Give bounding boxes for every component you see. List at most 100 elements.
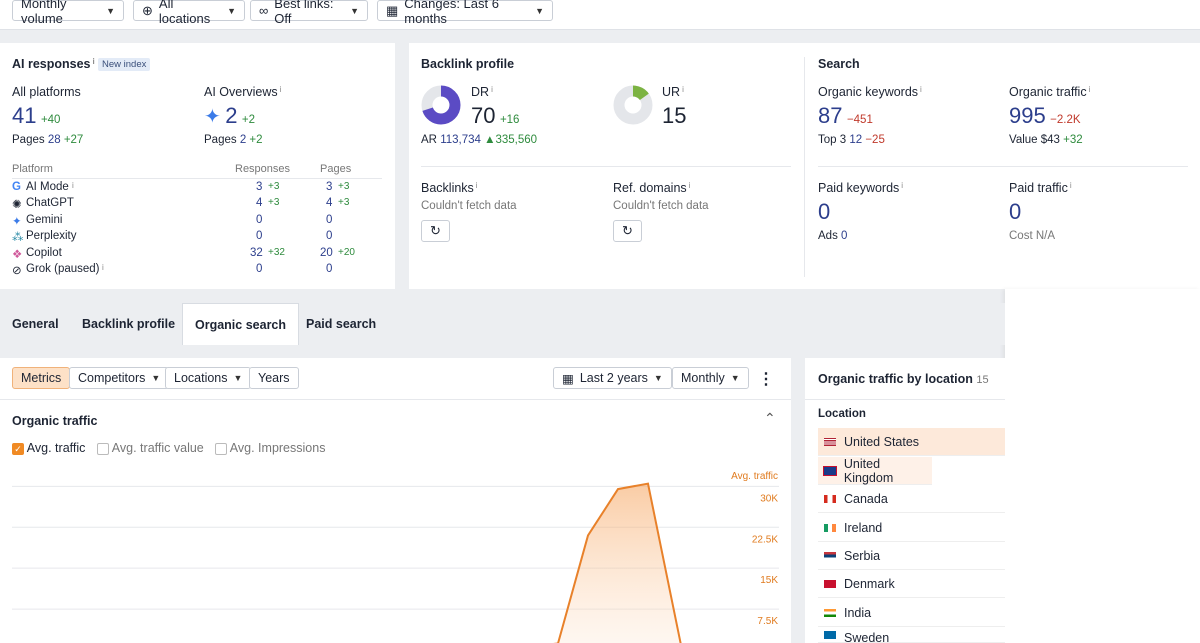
ads-metric: Ads 0 (818, 230, 848, 242)
dr-donut-fill (421, 85, 461, 125)
paid-traffic-value[interactable]: 0 (1009, 199, 1022, 224)
info-icon: i (901, 181, 904, 190)
platform-table-header: Platform Responses Pages (12, 163, 352, 175)
locations-filter-dropdown[interactable]: Locations ▼ (165, 367, 252, 389)
section-tabs: General Backlink profile Organic search … (0, 303, 1005, 345)
more-options-icon[interactable]: ⋮ (758, 371, 774, 388)
traffic-area (558, 483, 681, 643)
avg-traffic-checkbox[interactable]: ✓ Avg. traffic (12, 441, 85, 455)
chevron-down-icon: ▼ (233, 373, 243, 383)
ref-domains-refresh-button[interactable]: ↻ (613, 220, 642, 242)
info-icon: i (92, 57, 95, 66)
tab-paid-search[interactable]: Paid search (306, 317, 377, 331)
info-icon: i (72, 181, 74, 190)
ai-responses-title: AI responses i (12, 57, 95, 71)
collapse-icon[interactable]: ⌃ (764, 410, 776, 426)
tab-organic-search[interactable]: Organic search (182, 303, 300, 345)
refresh-icon: ↻ (430, 223, 441, 238)
backlinks-refresh-button[interactable]: ↻ (421, 220, 450, 242)
platform-row-grok: ⊘ Grok (paused) i 0 0 (12, 263, 333, 277)
locations-dropdown[interactable]: ⊕ All locations ▼ (133, 0, 245, 26)
location-panel-title: Organic traffic by location 15 (818, 372, 989, 386)
ur-value[interactable]: 15 (662, 103, 687, 128)
ai-responses-card: AI responses i New index All platforms 41… (0, 43, 395, 289)
cost-metric: Cost N/A (1009, 230, 1056, 242)
organic-traffic-label: Organic traffic i (1009, 85, 1091, 99)
info-icon: i (682, 85, 684, 94)
chevron-down-icon: ▼ (106, 5, 115, 16)
info-icon: i (1088, 85, 1091, 94)
all-platforms-pages: Pages 28 +27 (12, 134, 84, 146)
gemini-icon: ✦ (12, 216, 22, 228)
all-platforms-metric[interactable]: 41 +40 (12, 103, 61, 128)
ireland-flag-icon (824, 523, 836, 532)
organic-chart-panel: Metrics Competitors ▼ Locations ▼ Years ▦ L… (0, 358, 791, 643)
ref-domains-label: Ref. domains i (613, 181, 691, 195)
checkmark-icon: ✓ (12, 442, 24, 455)
dr-label: DR i (471, 85, 493, 99)
globe-icon: ⊕ (142, 2, 153, 18)
location-row[interactable]: Denmark (818, 570, 1005, 598)
info-icon: i (688, 181, 691, 190)
years-button[interactable]: Years (249, 367, 299, 389)
avg-impressions-checkbox[interactable]: Avg. Impressions (215, 441, 325, 455)
platform-row-perplexity: ⁂ Perplexity 0 0 (12, 230, 333, 244)
ai-overviews-pages: Pages 2 +2 (204, 134, 263, 146)
tab-general[interactable]: General (12, 317, 59, 331)
blank-panel (1005, 289, 1200, 643)
dr-metric[interactable]: 70 +16 (471, 103, 520, 128)
location-column-header: Location (818, 408, 866, 420)
location-row[interactable]: Serbia (818, 542, 1005, 570)
uk-flag-icon (823, 465, 837, 476)
chart-series-label: Avg. traffic (731, 471, 778, 482)
ai-overviews-metric[interactable]: ✦ 2 +2 (204, 103, 256, 128)
metrics-button[interactable]: Metrics (12, 367, 71, 389)
best-links-dropdown[interactable]: ∞ Best links: Off ▼ (250, 0, 368, 26)
date-range-dropdown[interactable]: ▦ Last 2 years ▼ (553, 367, 672, 389)
grok-icon: ⊘ (12, 265, 22, 277)
sparkle-icon: ✦ (204, 106, 221, 128)
location-row[interactable]: Canada (818, 485, 1005, 513)
chevron-down-icon: ▼ (227, 5, 236, 16)
ur-donut-fill (613, 85, 653, 125)
ai-overviews-label: AI Overviews i (204, 85, 282, 99)
location-row[interactable]: India (818, 599, 1005, 627)
chevron-down-icon: ▼ (653, 373, 663, 383)
interval-dropdown[interactable]: Monthly ▼ (672, 367, 749, 389)
changes-dropdown[interactable]: ▦ Changes: Last 6 months ▼ (377, 0, 553, 26)
paid-keywords-label: Paid keywords i (818, 181, 904, 195)
canada-flag-icon (824, 494, 836, 503)
info-icon: i (279, 85, 282, 94)
paid-keywords-value[interactable]: 0 (818, 199, 831, 224)
competitors-dropdown[interactable]: Competitors ▼ (69, 367, 170, 389)
dr-donut-chart (421, 85, 461, 125)
serbia-flag-icon (824, 551, 836, 560)
volume-dropdown[interactable]: Monthly volume ▼ (12, 0, 124, 26)
y-tick-label: 22.5K (752, 534, 778, 545)
location-panel: Organic traffic by location 15 Location (805, 358, 1005, 643)
top3-metric: Top 3 12 −25 (818, 134, 885, 146)
tab-backlink-profile[interactable]: Backlink profile (82, 317, 176, 331)
top-toolbar: Monthly volume ▼ ⊕ All locations ▼ ∞ Best li… (0, 0, 1200, 30)
organic-traffic-metric[interactable]: 995 −2.2K (1009, 103, 1081, 128)
overview-card: Backlink profile DR i 70 +16 AR 113,734 ▲… (409, 43, 1200, 289)
ref-domains-error: Couldn't fetch data (613, 200, 709, 212)
location-row[interactable]: United States (818, 428, 1005, 456)
us-flag-icon (824, 437, 836, 446)
ur-label: UR i (662, 85, 684, 99)
chevron-down-icon: ▼ (535, 5, 544, 16)
traffic-value-metric: Value $43 +32 (1009, 134, 1083, 146)
avg-traffic-value-checkbox[interactable]: Avg. traffic value (97, 441, 204, 455)
search-title: Search (818, 57, 860, 71)
new-index-badge: New index (98, 58, 151, 71)
ar-metric: AR 113,734 ▲335,560 (421, 134, 538, 146)
info-icon: i (1069, 181, 1072, 190)
organic-keywords-metric[interactable]: 87 −451 (818, 103, 873, 128)
refresh-icon: ↻ (622, 223, 633, 238)
location-row[interactable]: United Kingdom (818, 457, 932, 485)
traffic-line (553, 482, 682, 643)
info-icon: i (475, 181, 478, 190)
location-row[interactable]: Sweden (818, 627, 1005, 643)
location-row[interactable]: Ireland (818, 514, 1005, 542)
denmark-flag-icon (824, 579, 836, 588)
